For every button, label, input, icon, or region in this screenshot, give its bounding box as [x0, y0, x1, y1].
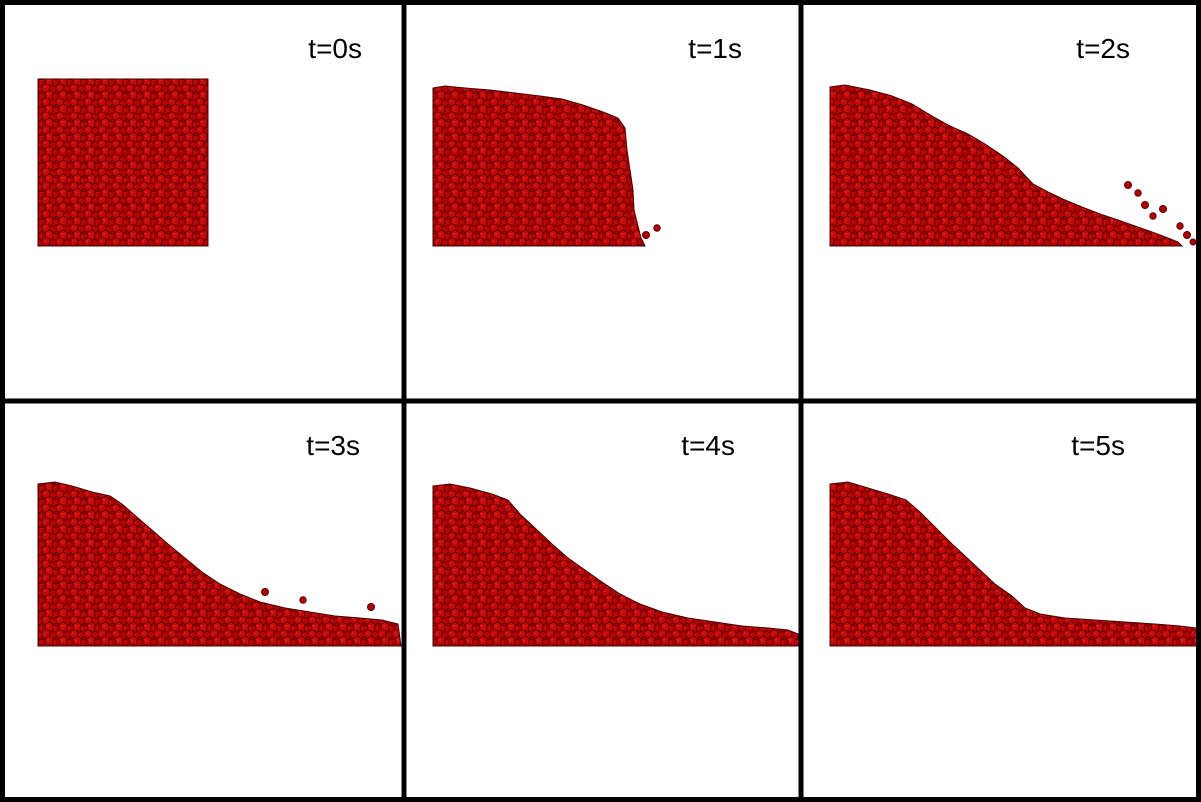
time-label: t=4s	[681, 430, 735, 461]
granular-pile	[37, 78, 209, 247]
frame-t3: t=3s	[37, 430, 402, 647]
frame-t1: t=1s	[432, 33, 742, 247]
loose-particles	[1124, 181, 1197, 246]
granular-pile	[432, 85, 646, 247]
frame-t0: t=0s	[37, 33, 362, 247]
frame-t4: t=4s	[432, 430, 801, 647]
granular-pile	[829, 481, 1198, 647]
loose-particles	[636, 224, 661, 246]
granular-pile	[432, 483, 801, 647]
granular-pile	[829, 84, 1184, 247]
time-label: t=3s	[306, 430, 360, 461]
time-label: t=2s	[1076, 33, 1130, 64]
frame-t2: t=2s	[829, 33, 1197, 247]
loose-particles	[261, 588, 375, 611]
time-label: t=0s	[308, 33, 362, 64]
time-label: t=5s	[1071, 430, 1125, 461]
frame-t5: t=5s	[829, 430, 1198, 647]
time-label: t=1s	[688, 33, 742, 64]
granular-pile	[37, 481, 402, 647]
